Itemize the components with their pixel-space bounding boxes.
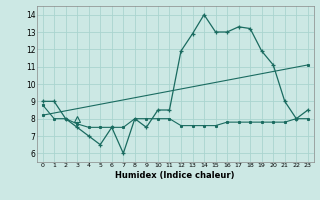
X-axis label: Humidex (Indice chaleur): Humidex (Indice chaleur) bbox=[116, 171, 235, 180]
